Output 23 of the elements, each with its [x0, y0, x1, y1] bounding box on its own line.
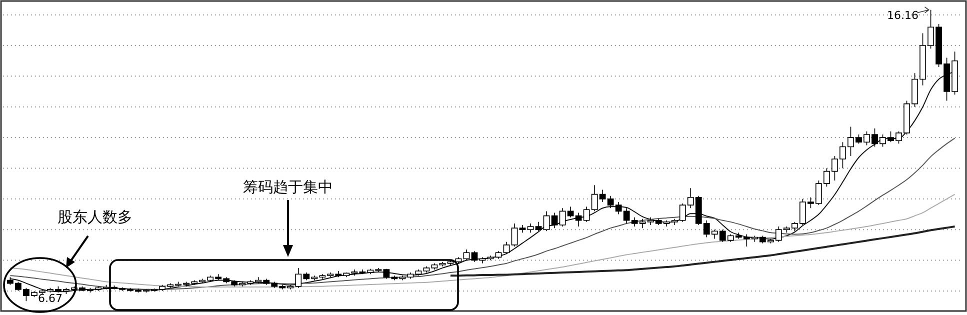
- candlestick: [519, 224, 526, 234]
- candlestick: [471, 250, 478, 262]
- annotation: 股东人数多: [58, 208, 132, 226]
- annotation: 16.16: [887, 8, 919, 22]
- annotation: 筹码趋于集中: [243, 178, 333, 196]
- candlestick: [463, 249, 470, 261]
- candlestick: [439, 261, 446, 267]
- candlestick: [407, 272, 414, 280]
- candlestick: [511, 223, 518, 247]
- candlestick: [495, 250, 502, 260]
- candlestick: [551, 212, 558, 228]
- candlestick: [527, 223, 534, 234]
- candlestick: [415, 269, 422, 276]
- candlestick: [447, 260, 454, 266]
- candlestick: [423, 266, 430, 273]
- annotation: 6.67: [38, 292, 62, 306]
- candlestick: [455, 256, 462, 264]
- candlestick: [543, 210, 550, 232]
- candlestick: [535, 222, 542, 232]
- candlestick: [487, 255, 494, 261]
- candlestick: [503, 241, 510, 255]
- candlestick: [479, 256, 486, 264]
- candlestick: [431, 262, 438, 270]
